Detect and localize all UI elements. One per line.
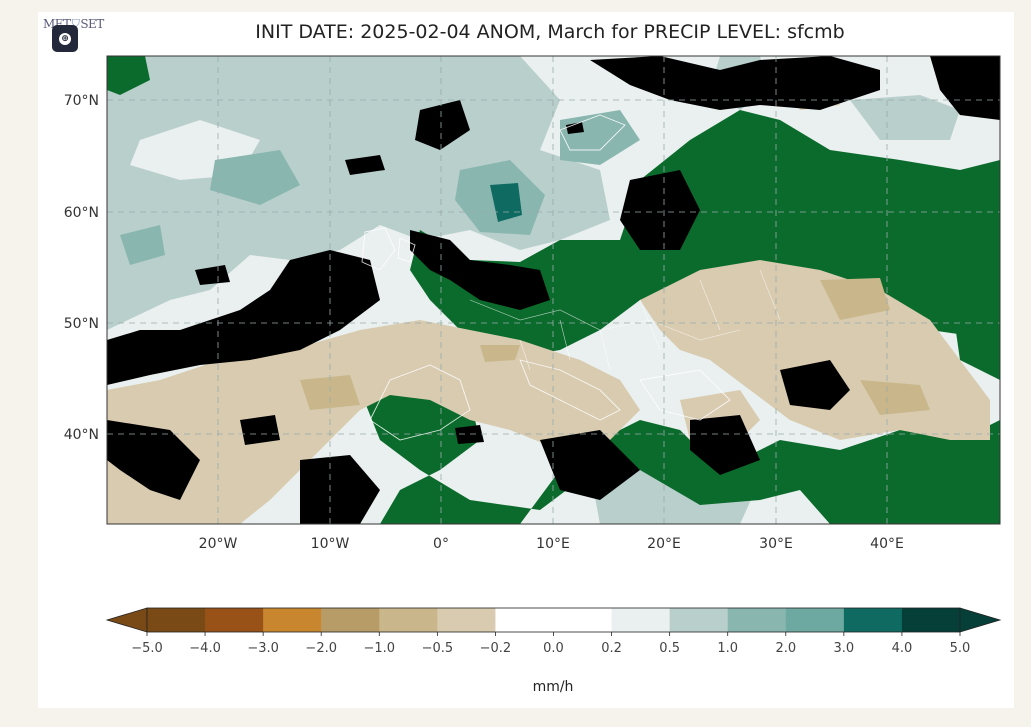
field-black-patch-8 (300, 455, 380, 524)
lat-label: 70°N (64, 93, 99, 109)
colorbar-tick-label: −1.0 (363, 641, 395, 656)
colorbar-tick-label: −5.0 (131, 641, 163, 656)
field-black-patch-5 (780, 360, 850, 410)
colorbar-tick-label: 0.2 (601, 641, 622, 656)
colorbar-bin (495, 608, 554, 632)
colorbar-under-arrow (105, 607, 148, 633)
field-tan-west (107, 320, 640, 524)
colorbar-bin (553, 608, 613, 632)
field-black-patch-9 (240, 415, 280, 445)
field-tan-dark-3 (860, 380, 930, 415)
country-borders (469, 269, 781, 371)
shield-icon: ⛉ (71, 17, 80, 30)
field-green-south (360, 380, 1000, 524)
colorbar-bin (843, 608, 903, 632)
colorbar-tick-label: −2.0 (305, 641, 337, 656)
colorbar-bin (727, 608, 787, 632)
field-anom-blue-east (850, 95, 960, 140)
colorbar-tick-label: 3.0 (834, 641, 855, 656)
latitude-labels: 70°N 60°N 50°N 40°N (64, 93, 99, 443)
colorbar-bin (437, 608, 496, 632)
lon-label: 40°E (870, 536, 904, 552)
colorbar-tick-label: 5.0 (950, 641, 971, 656)
field-anom-blue-north (107, 56, 610, 330)
lon-label: 20°W (199, 536, 238, 552)
field-tan-dark-4 (480, 345, 520, 362)
field-teal-patch-1 (210, 150, 300, 205)
field-black-patch-2 (345, 155, 385, 175)
lon-label: 10°W (311, 536, 350, 552)
colorbar-bin (205, 608, 264, 632)
colorbar-tick-label: 0.0 (543, 641, 564, 656)
colorbar-bin (379, 608, 438, 632)
field-tan-dark-2 (300, 375, 360, 410)
colorbar-tick-label: 4.0 (892, 641, 913, 656)
longitude-labels: 20°W 10°W 0° 10°E 20°E 30°E 40°E (199, 536, 904, 552)
field-teal-patch-2 (120, 225, 165, 265)
map-frame (106, 55, 1001, 525)
field-black-west (107, 250, 380, 385)
colorbar-bin (611, 608, 671, 632)
colorbar-bin (321, 608, 380, 632)
colorbar-tick-label: −0.5 (422, 641, 454, 656)
field-black-patch-1 (415, 100, 470, 150)
colorbar-tick-label: 2.0 (775, 641, 796, 656)
colorbar-bin (785, 608, 845, 632)
field-black-patch-3 (195, 265, 230, 285)
colorbar-over-arrow (959, 607, 1002, 633)
field-black-patch-6 (540, 430, 640, 500)
lon-label: 10°E (536, 536, 570, 552)
app-menu-button[interactable]: ⊕ (52, 25, 78, 52)
colorbar-tick-label: 1.0 (717, 641, 738, 656)
field-green-caspian (950, 280, 1000, 380)
lon-label: 20°E (647, 536, 681, 552)
field-black-arctic (590, 56, 880, 110)
field-tan-dark-1 (820, 278, 890, 320)
map-title: INIT DATE: 2025-02-04 ANOM, March for PR… (255, 21, 845, 43)
lat-label: 40°N (64, 427, 99, 443)
field-black-scandinavia (620, 170, 700, 250)
lon-label: 30°E (759, 536, 793, 552)
colorbar-tick-label: 0.5 (659, 641, 680, 656)
colorbar-bin (669, 608, 729, 632)
colorbar-bin (263, 608, 322, 632)
coastlines (361, 114, 731, 441)
field-green-europe (410, 110, 1000, 360)
colorbar-unit: mm/h (533, 679, 574, 695)
lat-label: 60°N (64, 205, 99, 221)
colorbar-tick-label: −0.2 (480, 641, 512, 656)
field-black-patch-4 (566, 122, 584, 134)
lat-label: 50°N (64, 316, 99, 332)
colorbar-tick-label: −3.0 (247, 641, 279, 656)
gridlines (107, 56, 1000, 524)
field-black-patch-7 (690, 415, 760, 475)
app-icon: ⊕ (59, 32, 71, 45)
field-black-patch-10 (455, 425, 484, 444)
colorbar: −5.0 −4.0 −3.0 −2.0 −1.0 −0.5 −0.2 0.0 0.2 0.5 1.0… (105, 607, 1002, 656)
field-green-nw-corner (107, 56, 150, 95)
field-black-ne (930, 56, 1000, 120)
map-field (107, 56, 1000, 524)
colorbar-tick-label: −4.0 (189, 641, 221, 656)
colorbar-bin (901, 608, 961, 632)
lon-label: 0° (433, 536, 449, 552)
field-black-sw (107, 420, 200, 500)
field-black-north-sea (410, 230, 550, 310)
colorbar-bin (147, 608, 206, 632)
